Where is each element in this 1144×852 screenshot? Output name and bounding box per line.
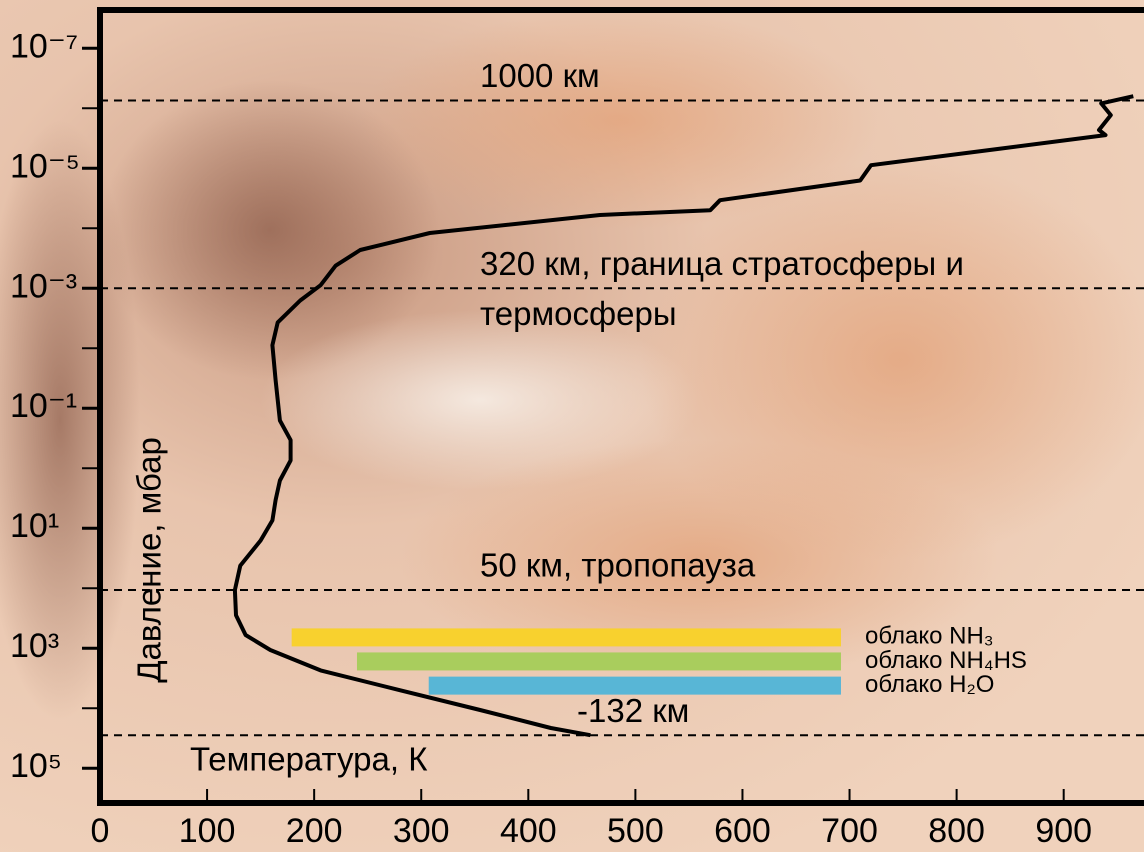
annotation: 50 км, тропопауза bbox=[480, 547, 756, 584]
x-tick-label: 400 bbox=[500, 812, 557, 850]
annotation: 320 км, граница стратосферы и bbox=[480, 245, 964, 282]
x-axis-label: Температура, К bbox=[190, 741, 428, 778]
annotation: термосферы bbox=[480, 295, 677, 332]
y-tick-label: 10⁵ bbox=[10, 747, 62, 785]
x-tick-label: 800 bbox=[928, 812, 985, 850]
temperature-curve bbox=[232, 94, 1134, 738]
x-tick-label: 0 bbox=[91, 812, 110, 850]
y-tick-label: 10³ bbox=[10, 627, 59, 665]
y-tick-label: 10⁻³ bbox=[10, 267, 77, 305]
y-tick-label: 10¹ bbox=[10, 507, 59, 545]
y-tick-label: 10⁻¹ bbox=[10, 387, 77, 425]
cloud-bar bbox=[428, 676, 841, 695]
x-tick-label: 600 bbox=[714, 812, 771, 850]
x-tick-label: 900 bbox=[1035, 812, 1092, 850]
x-tick-label: 700 bbox=[821, 812, 878, 850]
cloud-label: облако H₂O bbox=[865, 671, 994, 698]
axis-frame bbox=[97, 7, 1144, 806]
cloud-bar bbox=[291, 628, 841, 647]
cloud-bar bbox=[356, 652, 841, 671]
x-tick-label: 300 bbox=[393, 812, 450, 850]
annotation: 1000 км bbox=[480, 57, 600, 94]
y-axis-label: Давление, мбар bbox=[131, 437, 168, 683]
y-tick-label: 10⁻⁷ bbox=[10, 27, 78, 65]
x-tick-label: 200 bbox=[286, 812, 343, 850]
cloud-label: облако NH₃ bbox=[865, 623, 994, 650]
annotation: -132 км bbox=[577, 692, 689, 729]
cloud-label: облако NH₄HS bbox=[865, 647, 1027, 674]
y-tick-label: 10⁻⁵ bbox=[10, 147, 80, 185]
x-tick-label: 500 bbox=[607, 812, 664, 850]
x-tick-label: 100 bbox=[179, 812, 236, 850]
